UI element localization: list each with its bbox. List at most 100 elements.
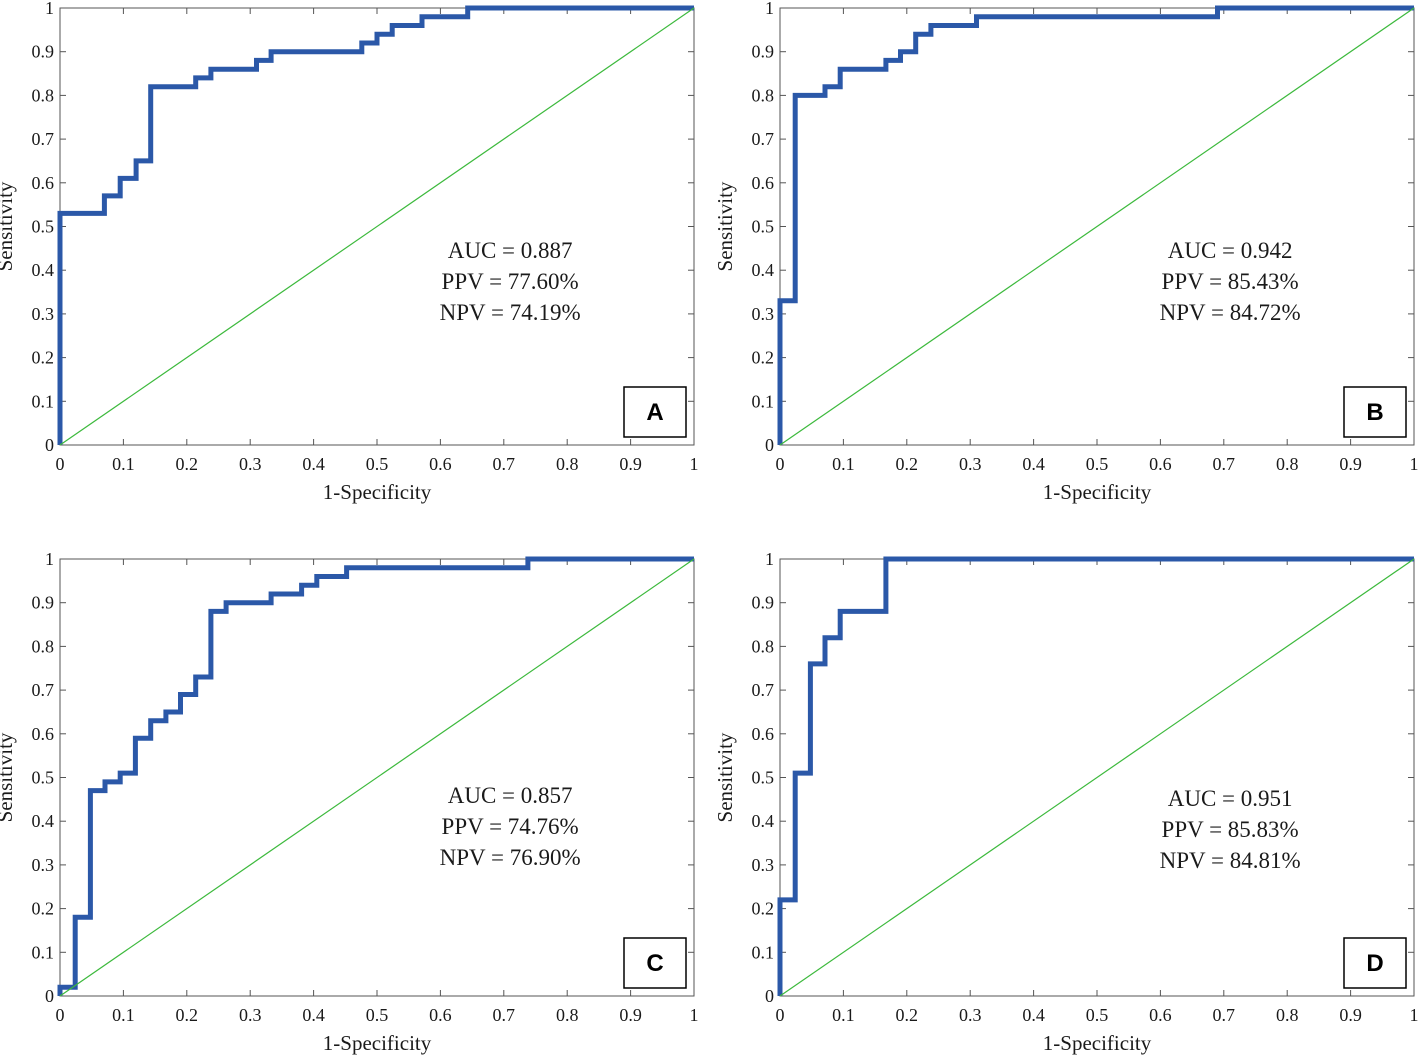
panel-d-xtick-label: 0.1 xyxy=(832,1005,855,1025)
panel-c-stat-auc: AUC = 0.857 xyxy=(448,783,573,808)
panel-a-xtick-label: 0.7 xyxy=(493,454,516,474)
panel-d-xtick-label: 0.6 xyxy=(1149,1005,1172,1025)
panel-c-ylabel: Sensitivity xyxy=(0,732,17,822)
panel-c-ytick-label: 0.5 xyxy=(32,768,55,788)
panel-a-ytick-label: 0.3 xyxy=(32,304,55,324)
panel-d-letter-box xyxy=(1343,937,1407,989)
panel-d-ytick-label: 0 xyxy=(765,986,774,1006)
panel-b-ytick-label: 0.7 xyxy=(752,129,775,149)
panel-c-xtick-label: 0.2 xyxy=(176,1005,199,1025)
panel-a-xtick-label: 0.2 xyxy=(176,454,199,474)
panel-b-ytick-label: 1 xyxy=(765,0,774,18)
panel-a-ytick-label: 0 xyxy=(45,435,54,455)
panel-b-xtick-label: 0.6 xyxy=(1149,454,1172,474)
panel-a-xlabel: 1-Specificity xyxy=(323,480,432,504)
panel-d-xlabel: 1-Specificity xyxy=(1043,1031,1152,1055)
panel-c-ytick-label: 0.7 xyxy=(32,680,55,700)
panel-b-xtick-label: 0.8 xyxy=(1276,454,1299,474)
panel-b-reference-line xyxy=(779,7,1415,446)
panel-b-ylabel: Sensitivity xyxy=(713,181,737,271)
panel-c-xtick-label: 0.7 xyxy=(493,1005,516,1025)
panel-a-xtick-label: 0.1 xyxy=(112,454,135,474)
panel-b-ytick-label: 0.2 xyxy=(752,348,775,368)
panel-a-ylabel: Sensitivity xyxy=(0,181,17,271)
panel-b: 0 0.1 0.2 0.3 0.4 0.5 0.6 0.7 0.8 0.9 1 0 0.1 0.2 0.3 0… xyxy=(713,0,1418,504)
panel-b-xlabel: 1-Specificity xyxy=(1043,480,1152,504)
panel-d-xtick-label: 0.8 xyxy=(1276,1005,1299,1025)
panel-b-xtick-label: 0.5 xyxy=(1086,454,1109,474)
panel-b-xtick-label: 0.3 xyxy=(959,454,982,474)
panel-a-reference-line xyxy=(59,7,695,446)
panel-d-xtick-label: 0.7 xyxy=(1213,1005,1236,1025)
panel-a-ytick-label: 0.8 xyxy=(32,85,55,105)
panel-a: 0 0.1 0.2 0.3 0.4 0.5 0.6 0.7 0.8 0.9 1 0 0.1 0.2 0.3 0… xyxy=(0,0,699,504)
panel-d-xtick-label: 0.5 xyxy=(1086,1005,1109,1025)
panel-c-letter: C xyxy=(646,950,663,977)
panel-d-reference-line xyxy=(779,558,1415,997)
panel-d-xtick-label: 1 xyxy=(1410,1005,1418,1025)
panel-b-stat-ppv: PPV = 85.43% xyxy=(1162,269,1299,294)
panel-b-xtick-label: 0.7 xyxy=(1213,454,1236,474)
panel-d-stat-npv: NPV = 84.81% xyxy=(1160,848,1301,873)
panel-b-xtick-label: 0.4 xyxy=(1022,454,1045,474)
panel-d-stat-auc: AUC = 0.951 xyxy=(1168,786,1293,811)
panel-d: 0 0.1 0.2 0.3 0.4 0.5 0.6 0.7 0.8 0.9 1 0 0.1 0.2 0.3 0… xyxy=(713,549,1418,1055)
panel-c-ytick-label: 0.4 xyxy=(32,811,55,831)
panel-c-ytick-label: 1 xyxy=(45,549,54,569)
panel-c-roc-curve xyxy=(57,556,694,996)
panel-c-ytick-label: 0.2 xyxy=(32,899,55,919)
panel-b-ytick-label: 0.4 xyxy=(752,260,775,280)
panel-d-stat-ppv: PPV = 85.83% xyxy=(1162,817,1299,842)
panel-b-stat-npv: NPV = 84.72% xyxy=(1160,300,1301,325)
panel-a-ytick-label: 0.1 xyxy=(32,391,55,411)
panel-c-ytick-label: 0.3 xyxy=(32,855,55,875)
panel-d-xtick-label: 0.4 xyxy=(1022,1005,1045,1025)
panel-c-xtick-label: 0.4 xyxy=(302,1005,325,1025)
panel-d-ytick-label: 0.6 xyxy=(752,724,775,744)
panel-c-letter-box xyxy=(623,937,687,989)
panel-a-xtick-label: 0.8 xyxy=(556,454,579,474)
panel-b-roc-curve xyxy=(777,5,1414,445)
panel-d-ytick-label: 0.3 xyxy=(752,855,775,875)
panel-b-xtick-label: 0.1 xyxy=(832,454,855,474)
panel-a-letter-box xyxy=(623,386,687,438)
panel-b-ytick-label: 0.6 xyxy=(752,173,775,193)
panel-a-stat-auc: AUC = 0.887 xyxy=(448,238,573,263)
panel-a-xtick-label: 1 xyxy=(690,454,699,474)
panel-a-ytick-label: 0.4 xyxy=(32,260,55,280)
panel-a-roc-curve xyxy=(57,5,694,445)
panel-d-xtick-label: 0.3 xyxy=(959,1005,982,1025)
panel-d-ytick-label: 0.2 xyxy=(752,899,775,919)
panel-c-ytick-label: 0.6 xyxy=(32,724,55,744)
panel-c: 0 0.1 0.2 0.3 0.4 0.5 0.6 0.7 0.8 0.9 1 0 0.1 0.2 0.3 0… xyxy=(0,549,699,1055)
panel-c-ytick-label: 0.1 xyxy=(32,942,55,962)
panel-a-ytick-label: 0.6 xyxy=(32,173,55,193)
panel-a-ytick-label: 0.7 xyxy=(32,129,55,149)
panel-b-xtick-label: 1 xyxy=(1410,454,1418,474)
panel-d-ytick-label: 1 xyxy=(765,549,774,569)
panel-c-ytick-label: 0.9 xyxy=(32,593,55,613)
panel-c-xtick-label: 0.6 xyxy=(429,1005,452,1025)
panel-c-xtick-label: 0 xyxy=(56,1005,65,1025)
panel-c-xtick-label: 0.5 xyxy=(366,1005,389,1025)
panel-c-xtick-label: 0.9 xyxy=(619,1005,642,1025)
panel-d-ytick-label: 0.7 xyxy=(752,680,775,700)
panel-a-xtick-label: 0.5 xyxy=(366,454,389,474)
panel-d-letter: D xyxy=(1366,950,1383,977)
panel-a-ytick-label: 1 xyxy=(45,0,54,18)
panel-c-xtick-label: 1 xyxy=(690,1005,699,1025)
panel-a-ytick-label: 0.5 xyxy=(32,217,55,237)
panel-c-stat-ppv: PPV = 74.76% xyxy=(442,814,579,839)
panel-c-xtick-label: 0.1 xyxy=(112,1005,135,1025)
panel-b-xtick-label: 0 xyxy=(776,454,785,474)
panel-d-ytick-label: 0.5 xyxy=(752,768,775,788)
panel-b-letter: B xyxy=(1366,399,1383,426)
panel-c-ytick-label: 0 xyxy=(45,986,54,1006)
panel-c-xtick-label: 0.3 xyxy=(239,1005,262,1025)
panel-b-xtick-label: 0.2 xyxy=(896,454,919,474)
panel-c-reference-line xyxy=(59,558,695,997)
panel-b-ytick-label: 0.9 xyxy=(752,42,775,62)
panel-a-stat-ppv: PPV = 77.60% xyxy=(442,269,579,294)
panel-d-roc-curve xyxy=(777,556,1414,996)
